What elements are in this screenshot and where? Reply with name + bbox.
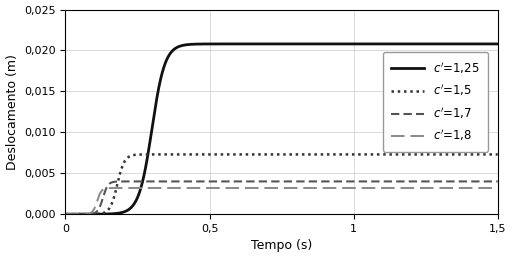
$c'$=1,8 xyxy=(486,187,493,190)
$c'$=1,5 xyxy=(137,153,143,156)
$c'$=1,7 xyxy=(247,180,253,183)
$c'$=1,7 xyxy=(193,180,199,183)
$c'$=1,8 xyxy=(112,187,118,190)
$c'$=1,25 xyxy=(62,213,69,216)
$c'$=1,5 xyxy=(62,213,69,216)
$c'$=1,7 xyxy=(137,180,143,183)
$c'$=1,7 xyxy=(486,180,493,183)
$c'$=1,8 xyxy=(247,187,253,190)
$c'$=1,25 xyxy=(495,42,501,45)
$c'$=1,5 xyxy=(228,153,234,156)
Legend: $c'$=1,25, $c'$=1,5, $c'$=1,7, $c'$=1,8: $c'$=1,25, $c'$=1,5, $c'$=1,7, $c'$=1,8 xyxy=(382,52,488,151)
$c'$=1,25 xyxy=(365,42,371,45)
$c'$=1,8 xyxy=(440,187,446,190)
$c'$=1,8 xyxy=(62,213,69,216)
Line: $c'$=1,5: $c'$=1,5 xyxy=(66,155,498,214)
$c'$=1,25 xyxy=(137,188,143,191)
$c'$=1,8 xyxy=(495,187,501,190)
$c'$=1,25 xyxy=(247,42,253,45)
$c'$=1,25 xyxy=(440,42,446,45)
$c'$=1,5 xyxy=(486,153,493,156)
$c'$=1,8 xyxy=(174,187,180,190)
X-axis label: Tempo (s): Tempo (s) xyxy=(251,239,312,252)
$c'$=1,5 xyxy=(247,153,253,156)
Line: $c'$=1,8: $c'$=1,8 xyxy=(66,188,498,214)
$c'$=1,25 xyxy=(112,212,118,215)
$c'$=1,5 xyxy=(440,153,446,156)
$c'$=1,7 xyxy=(112,180,118,183)
Line: $c'$=1,25: $c'$=1,25 xyxy=(66,44,498,214)
$c'$=1,7 xyxy=(495,180,501,183)
$c'$=1,7 xyxy=(440,180,446,183)
$c'$=1,5 xyxy=(495,153,501,156)
$c'$=1,25 xyxy=(228,42,234,45)
$c'$=1,5 xyxy=(247,153,253,156)
$c'$=1,8 xyxy=(137,187,143,190)
$c'$=1,5 xyxy=(112,193,118,196)
Line: $c'$=1,7: $c'$=1,7 xyxy=(66,181,498,214)
$c'$=1,7 xyxy=(228,180,234,183)
$c'$=1,7 xyxy=(62,213,69,216)
Y-axis label: Deslocamento (m): Deslocamento (m) xyxy=(6,54,18,170)
$c'$=1,25 xyxy=(486,42,493,45)
$c'$=1,8 xyxy=(228,187,234,190)
